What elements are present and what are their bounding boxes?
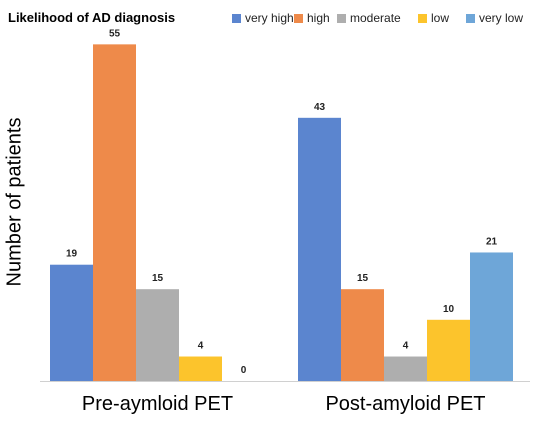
legend-title: Likelihood of AD diagnosis — [8, 10, 176, 25]
legend-label: high — [307, 11, 330, 25]
bar-low-pre — [179, 356, 222, 381]
category-label: Pre-aymloid PET — [82, 393, 233, 415]
data-label: 21 — [486, 236, 498, 247]
data-label: 43 — [314, 102, 326, 113]
legend-swatch — [232, 13, 241, 23]
bar-low-post — [427, 319, 470, 381]
legend-label: low — [431, 11, 450, 25]
legend-swatch — [337, 13, 346, 23]
data-label: 15 — [357, 273, 369, 284]
legend-label: moderate — [350, 11, 401, 25]
y-axis-label: Number of patients — [3, 117, 26, 287]
legend-item-very-low: very low — [466, 11, 523, 25]
data-label: 0 — [241, 365, 247, 376]
data-label: 4 — [403, 341, 409, 352]
legend-label: very low — [479, 11, 524, 25]
legend-item-high: high — [294, 11, 330, 25]
legend-item-low: low — [418, 11, 449, 25]
legend-item-very-high: very high — [232, 11, 294, 25]
legend-swatch — [466, 13, 475, 23]
legend: Likelihood of AD diagnosis very high high… — [0, 0, 536, 34]
bar-moderate-pre — [136, 289, 179, 381]
legend-swatch — [294, 13, 303, 23]
legend-item-moderate: moderate — [337, 11, 401, 25]
data-label: 4 — [198, 341, 204, 352]
data-label: 15 — [152, 273, 164, 284]
data-label: 10 — [443, 304, 455, 315]
bar-very-high-post — [298, 117, 341, 381]
bar-very-high-pre — [50, 264, 93, 381]
data-label: 55 — [109, 28, 121, 39]
legend-swatch — [418, 13, 427, 23]
category-label: Post-amyloid PET — [325, 393, 485, 415]
bar-high-pre — [93, 44, 136, 382]
bar-moderate-post — [384, 356, 427, 381]
data-label: 19 — [66, 249, 78, 260]
legend-label: very high — [245, 11, 294, 25]
bar-very-low-post — [470, 252, 513, 381]
bar-high-post — [341, 289, 384, 381]
